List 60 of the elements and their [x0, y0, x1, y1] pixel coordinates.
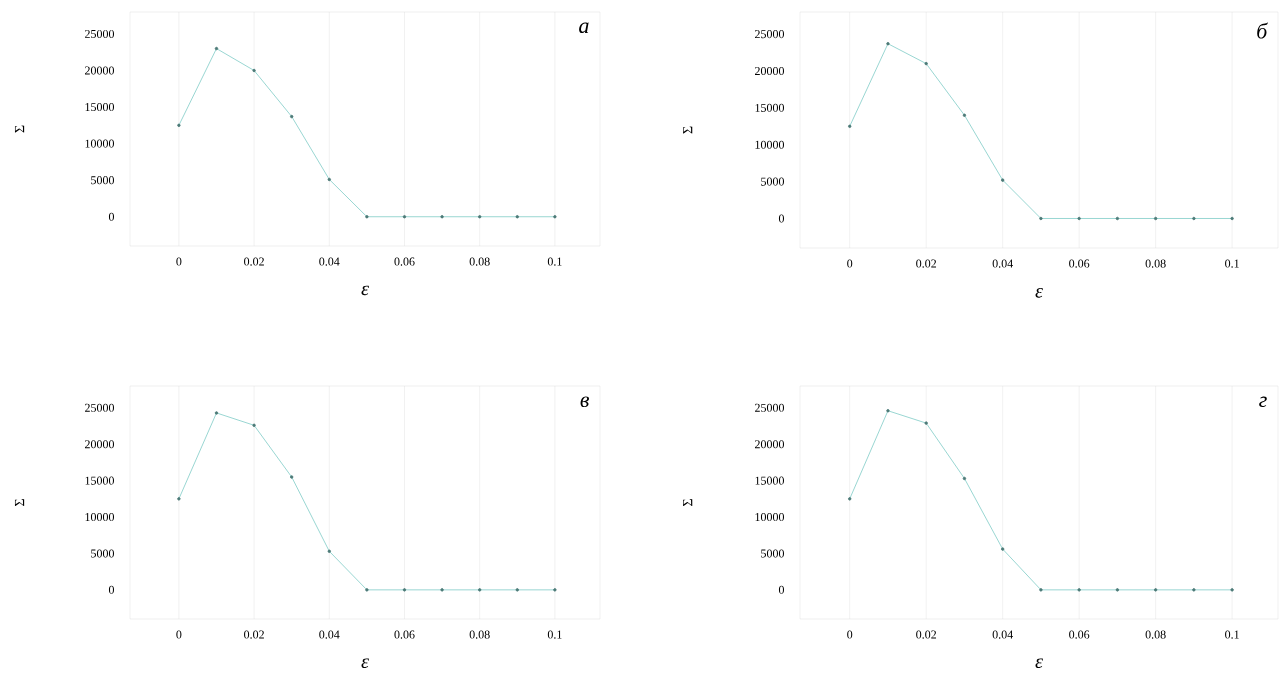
- x-tick-label: 0.1: [1225, 630, 1239, 639]
- y-axis-title: Σ: [14, 499, 25, 507]
- y-tick-label: 0: [108, 212, 115, 221]
- x-tick-label: 0.08: [469, 257, 490, 266]
- x-tick-label: 0.06: [1069, 630, 1090, 639]
- y-tick-label: 20000: [85, 66, 115, 75]
- y-tick-label: 10000: [85, 513, 115, 522]
- y-tick-label: 5000: [761, 549, 785, 558]
- x-axis-title: ε: [1035, 658, 1043, 669]
- x-tick-label: 0.02: [244, 630, 264, 639]
- y-tick-label: 5000: [91, 549, 115, 558]
- y-tick-label: 20000: [755, 440, 785, 449]
- annotation: а: [579, 22, 589, 34]
- x-tick-label: 0.06: [394, 257, 415, 266]
- y-tick-label: 25000: [85, 403, 115, 412]
- y-axis-title: Σ: [683, 126, 693, 134]
- x-tick-label: 0.1: [547, 257, 562, 266]
- y-tick-label: 0: [778, 585, 785, 594]
- y-tick-label: 5000: [761, 177, 785, 186]
- x-tick-label: 0.06: [1069, 259, 1090, 268]
- y-axis-title: Σ: [683, 499, 693, 507]
- x-tick-label: 0.04: [319, 257, 340, 266]
- y-tick-label: 15000: [755, 476, 785, 485]
- x-tick-label: 0.04: [319, 630, 340, 639]
- y-tick-label: 10000: [85, 139, 115, 148]
- y-tick-label: 15000: [755, 103, 785, 112]
- annotation: в: [580, 396, 590, 408]
- x-tick-label: 0.02: [244, 257, 264, 266]
- y-tick-label: 25000: [755, 30, 785, 39]
- x-tick-label: 0.04: [992, 630, 1013, 639]
- annotation: г: [1259, 396, 1267, 408]
- y-tick-label: 15000: [85, 476, 115, 485]
- x-axis-title: ε: [1035, 288, 1043, 298]
- x-axis-title: ε: [361, 658, 369, 669]
- x-tick-label: 0.08: [469, 630, 490, 639]
- x-tick-label: 0.02: [916, 259, 937, 268]
- y-tick-label: 10000: [755, 140, 785, 149]
- y-tick-label: 20000: [85, 440, 115, 449]
- x-tick-label: 0: [847, 259, 853, 268]
- x-tick-label: 0: [176, 257, 182, 266]
- y-axis-title: Σ: [14, 125, 25, 133]
- x-tick-label: 0.08: [1145, 259, 1166, 268]
- x-tick-label: 0.1: [1225, 259, 1239, 268]
- x-tick-label: 0.08: [1145, 630, 1166, 639]
- y-tick-label: 5000: [91, 176, 115, 185]
- y-tick-label: 25000: [755, 403, 785, 412]
- x-tick-label: 0: [847, 630, 853, 639]
- y-tick-label: 15000: [85, 103, 115, 112]
- y-tick-label: 0: [778, 214, 785, 223]
- x-axis-title: ε: [361, 285, 369, 296]
- x-tick-label: 0.06: [394, 630, 415, 639]
- y-tick-label: 10000: [755, 513, 785, 522]
- y-tick-label: 0: [108, 585, 115, 594]
- annotation: б: [1257, 22, 1268, 39]
- x-tick-label: 0: [176, 630, 182, 639]
- x-tick-label: 0.1: [547, 630, 562, 639]
- x-tick-label: 0.02: [916, 630, 937, 639]
- y-tick-label: 25000: [85, 29, 115, 38]
- y-tick-label: 20000: [755, 66, 785, 76]
- x-tick-label: 0.04: [992, 259, 1013, 268]
